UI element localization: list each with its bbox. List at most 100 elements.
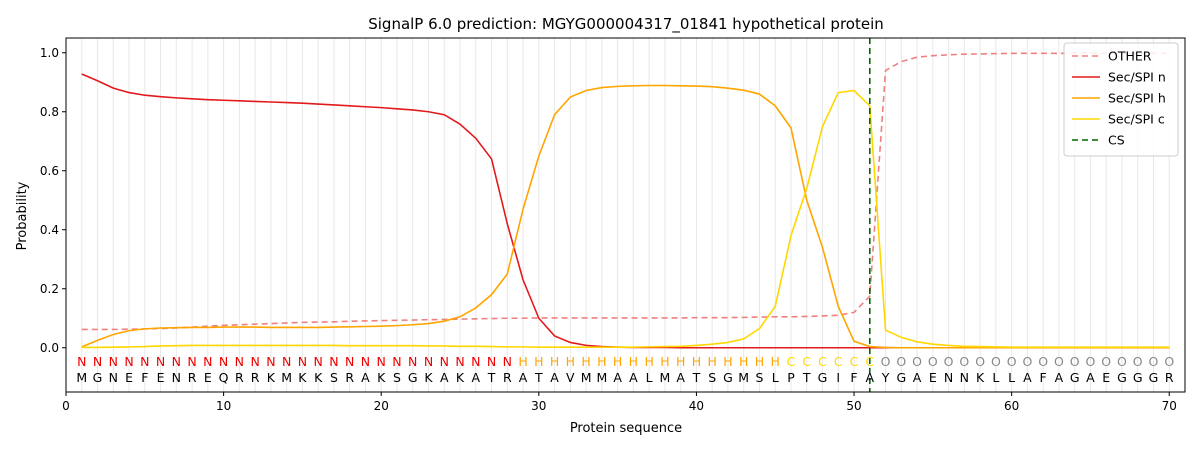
residue-letter: S — [708, 370, 716, 385]
residue-letter: A — [913, 370, 922, 385]
region-label: C — [787, 354, 796, 369]
region-label: H — [597, 354, 606, 369]
region-label: O — [944, 354, 954, 369]
residue-letter: Y — [881, 370, 890, 385]
region-label: H — [613, 354, 622, 369]
residue-letter: M — [660, 370, 671, 385]
region-label: N — [313, 354, 322, 369]
residue-letter: A — [519, 370, 528, 385]
region-label: N — [235, 354, 244, 369]
residue-letter: E — [157, 370, 165, 385]
region-label: O — [1070, 354, 1080, 369]
residue-letter: A — [676, 370, 685, 385]
region-label: H — [629, 354, 638, 369]
x-tick-label: 40 — [689, 399, 704, 413]
region-label: O — [912, 354, 922, 369]
region-label: H — [644, 354, 653, 369]
region-label: N — [503, 354, 512, 369]
residue-letter: A — [361, 370, 370, 385]
residue-letter: A — [613, 370, 622, 385]
residue-letter: Q — [219, 370, 229, 385]
residue-letter: A — [1055, 370, 1064, 385]
legend-entry: Sec/SPI c — [1108, 112, 1165, 127]
residue-letter: K — [976, 370, 985, 385]
residue-letter: S — [755, 370, 763, 385]
residue-letter: A — [471, 370, 480, 385]
residue-letter: F — [850, 370, 857, 385]
region-label: N — [140, 354, 149, 369]
residue-letter: N — [172, 370, 181, 385]
region-label: O — [1101, 354, 1111, 369]
region-label: N — [250, 354, 259, 369]
residue-letter: A — [629, 370, 638, 385]
residue-letter: G — [1133, 370, 1143, 385]
region-label: H — [581, 354, 590, 369]
residue-letter: M — [581, 370, 592, 385]
residue-letter: K — [424, 370, 433, 385]
region-label: O — [1149, 354, 1159, 369]
residue-letter: A — [866, 370, 875, 385]
region-label: O — [881, 354, 891, 369]
residue-letter: P — [787, 370, 795, 385]
region-label: N — [392, 354, 401, 369]
legend-box — [1063, 42, 1179, 157]
y-tick-label: 0.6 — [40, 164, 59, 178]
residue-letter: T — [487, 370, 496, 385]
residue-letter: A — [1086, 370, 1095, 385]
x-axis-ticks: 0 10 20 30 40 50 60 70 — [62, 392, 1177, 413]
legend: OTHER Sec/SPI n Sec/SPI h Sec/SPI c CS — [1063, 42, 1179, 157]
grid — [81, 38, 1170, 392]
residue-letter: A — [1023, 370, 1032, 385]
region-label: N — [266, 354, 275, 369]
region-label: N — [187, 354, 196, 369]
residue-letter: G — [818, 370, 828, 385]
y-tick-label: 0.4 — [40, 223, 59, 237]
residue-letter: N — [109, 370, 118, 385]
chart-title: SignalP 6.0 prediction: MGYG000004317_01… — [368, 15, 884, 34]
x-tick-label: 70 — [1162, 399, 1177, 413]
y-tick-label: 0.2 — [40, 282, 59, 296]
region-label: N — [203, 354, 212, 369]
residue-letter: E — [125, 370, 133, 385]
region-label: O — [1086, 354, 1096, 369]
region-label: H — [707, 354, 716, 369]
residue-letter: F — [1040, 370, 1047, 385]
y-tick-label: 1.0 — [40, 46, 59, 60]
residue-letter: N — [960, 370, 969, 385]
residue-letter: G — [1149, 370, 1159, 385]
region-label: N — [455, 354, 464, 369]
region-label: N — [329, 354, 338, 369]
residue-letter: R — [188, 370, 197, 385]
region-label: N — [124, 354, 133, 369]
region-label: N — [282, 354, 291, 369]
residue-letter: G — [408, 370, 418, 385]
region-label: N — [361, 354, 370, 369]
residue-letter: R — [1165, 370, 1174, 385]
region-label: N — [345, 354, 354, 369]
region-label: C — [850, 354, 859, 369]
x-tick-label: 20 — [374, 399, 389, 413]
residue-letter: T — [534, 370, 543, 385]
residue-letter: I — [836, 370, 840, 385]
residue-letter: M — [76, 370, 87, 385]
residue-letter: L — [646, 370, 653, 385]
region-label: H — [518, 354, 527, 369]
region-label: N — [424, 354, 433, 369]
y-axis-ticks: 0.0 0.2 0.4 0.6 0.8 1.0 — [40, 46, 66, 355]
residue-letter: G — [1117, 370, 1127, 385]
region-label: N — [487, 354, 496, 369]
region-label: H — [660, 354, 669, 369]
series-lines — [81, 52, 1170, 349]
residue-letter: S — [393, 370, 401, 385]
residue-letter: E — [1102, 370, 1110, 385]
region-label: N — [440, 354, 449, 369]
legend-entry: Sec/SPI h — [1108, 91, 1166, 106]
residue-letter: K — [267, 370, 276, 385]
region-label: N — [471, 354, 480, 369]
region-label: O — [991, 354, 1001, 369]
residue-letter: K — [377, 370, 386, 385]
region-label: C — [818, 354, 827, 369]
x-tick-label: 30 — [531, 399, 546, 413]
residue-letter: E — [929, 370, 937, 385]
